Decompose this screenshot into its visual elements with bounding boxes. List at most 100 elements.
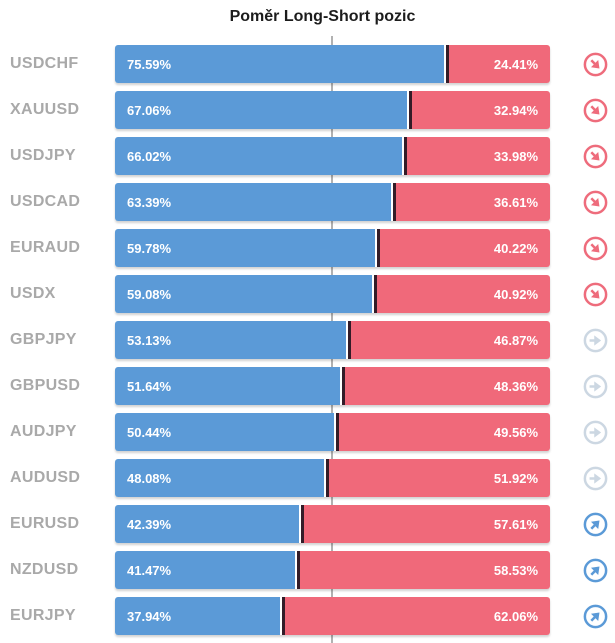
signal-down-icon xyxy=(583,282,608,307)
bar-track: 59.78% 40.22% xyxy=(115,229,550,267)
long-bar-value: 66.02% xyxy=(127,148,172,164)
bar-track: 67.06% 32.94% xyxy=(115,91,550,129)
short-bar: 58.53% xyxy=(300,551,550,589)
pair-label: GBPUSD xyxy=(10,377,81,394)
bar-track: 37.94% 62.06% xyxy=(115,597,550,635)
bar-divider xyxy=(297,551,301,589)
pair-label: GBPJPY xyxy=(10,331,77,348)
chart-row: EURJPY 37.94% 62.06% xyxy=(0,593,615,639)
long-bar-value: 67.06% xyxy=(127,102,172,118)
bar-track: 51.64% 48.36% xyxy=(115,367,550,405)
bar-gap xyxy=(299,505,302,543)
icon-cell xyxy=(550,604,615,629)
long-bar: 66.02% xyxy=(115,137,403,175)
signal-up-icon xyxy=(583,512,608,537)
short-bar-value: 58.53% xyxy=(493,562,538,578)
long-bar-value: 42.39% xyxy=(127,516,172,532)
bar-divider xyxy=(392,183,396,221)
bar-track: 63.39% 36.61% xyxy=(115,183,550,221)
bar-divider xyxy=(408,91,412,129)
short-bar-value: 46.87% xyxy=(493,332,538,348)
chart-row: XAUUSD 67.06% 32.94% xyxy=(0,87,615,133)
bar-divider xyxy=(341,367,345,405)
bar-divider xyxy=(445,45,449,83)
bar-track: 50.44% 49.56% xyxy=(115,413,550,451)
signal-down-icon xyxy=(583,52,608,77)
pair-label: USDJPY xyxy=(10,147,76,164)
icon-cell xyxy=(550,236,615,261)
chart-row: NZDUSD 41.47% 58.53% xyxy=(0,547,615,593)
bar-gap xyxy=(280,597,283,635)
bar-gap xyxy=(346,321,349,359)
rows: USDCHF 75.59% 24.41% XAUUSD xyxy=(0,41,615,639)
bar-gap xyxy=(334,413,337,451)
long-bar: 75.59% xyxy=(115,45,444,83)
long-bar: 63.39% xyxy=(115,183,391,221)
short-bar-value: 57.61% xyxy=(493,516,538,532)
icon-cell xyxy=(550,144,615,169)
short-bar: 36.61% xyxy=(395,183,550,221)
short-bar: 46.87% xyxy=(351,321,550,359)
bar-gap xyxy=(390,183,393,221)
pair-label: USDCAD xyxy=(10,193,81,210)
chart-title: Poměr Long-Short pozic xyxy=(229,8,416,25)
bar-gap xyxy=(324,459,327,497)
bar-track: 66.02% 33.98% xyxy=(115,137,550,175)
pair-label: XAUUSD xyxy=(10,101,80,118)
chart-row: GBPJPY 53.13% 46.87% xyxy=(0,317,615,363)
long-bar-value: 75.59% xyxy=(127,56,172,72)
chart-row: EURAUD 59.78% 40.22% xyxy=(0,225,615,271)
long-bar-value: 50.44% xyxy=(127,424,172,440)
signal-down-icon xyxy=(583,236,608,261)
bar-gap xyxy=(339,367,342,405)
short-bar: 32.94% xyxy=(411,91,550,129)
signal-neutral-icon xyxy=(583,420,608,445)
short-bar: 62.06% xyxy=(285,597,550,635)
icon-cell xyxy=(550,190,615,215)
icon-cell xyxy=(550,558,615,583)
bar-track: 53.13% 46.87% xyxy=(115,321,550,359)
short-bar: 33.98% xyxy=(407,137,550,175)
bar-divider xyxy=(326,459,330,497)
short-bar-value: 32.94% xyxy=(493,102,538,118)
bar-divider xyxy=(348,321,352,359)
short-bar-value: 33.98% xyxy=(493,148,538,164)
icon-cell xyxy=(550,374,615,399)
short-bar-value: 36.61% xyxy=(493,194,538,210)
chart-row: USDJPY 66.02% 33.98% xyxy=(0,133,615,179)
chart-row: AUDJPY 50.44% 49.56% xyxy=(0,409,615,455)
short-bar: 49.56% xyxy=(339,413,550,451)
chart-row: EURUSD 42.39% 57.61% xyxy=(0,501,615,547)
chart-row: GBPUSD 51.64% 48.36% xyxy=(0,363,615,409)
short-bar: 57.61% xyxy=(304,505,550,543)
bar-gap xyxy=(371,275,374,313)
long-bar: 59.08% xyxy=(115,275,372,313)
pair-label: NZDUSD xyxy=(10,561,79,578)
bar-track: 59.08% 40.92% xyxy=(115,275,550,313)
pair-label: EURJPY xyxy=(10,607,76,624)
signal-up-icon xyxy=(583,604,608,629)
signal-down-icon xyxy=(583,190,608,215)
long-bar-value: 59.78% xyxy=(127,240,172,256)
long-bar: 51.64% xyxy=(115,367,340,405)
pair-label: AUDJPY xyxy=(10,423,77,440)
pair-label: USDX xyxy=(10,285,56,302)
bar-gap xyxy=(402,137,405,175)
long-bar: 42.39% xyxy=(115,505,300,543)
signal-neutral-icon xyxy=(583,466,608,491)
short-bar-value: 48.36% xyxy=(493,378,538,394)
bar-track: 41.47% 58.53% xyxy=(115,551,550,589)
long-bar-value: 48.08% xyxy=(127,470,172,486)
long-bar-value: 59.08% xyxy=(127,286,172,302)
bar-divider xyxy=(336,413,340,451)
signal-neutral-icon xyxy=(583,374,608,399)
short-bar: 40.22% xyxy=(380,229,550,267)
chart-row: USDCAD 63.39% 36.61% xyxy=(0,179,615,225)
icon-cell xyxy=(550,328,615,353)
long-bar: 37.94% xyxy=(115,597,281,635)
bar-divider xyxy=(404,137,408,175)
chart-row: USDX 59.08% 40.92% xyxy=(0,271,615,317)
signal-neutral-icon xyxy=(583,328,608,353)
bar-track: 42.39% 57.61% xyxy=(115,505,550,543)
